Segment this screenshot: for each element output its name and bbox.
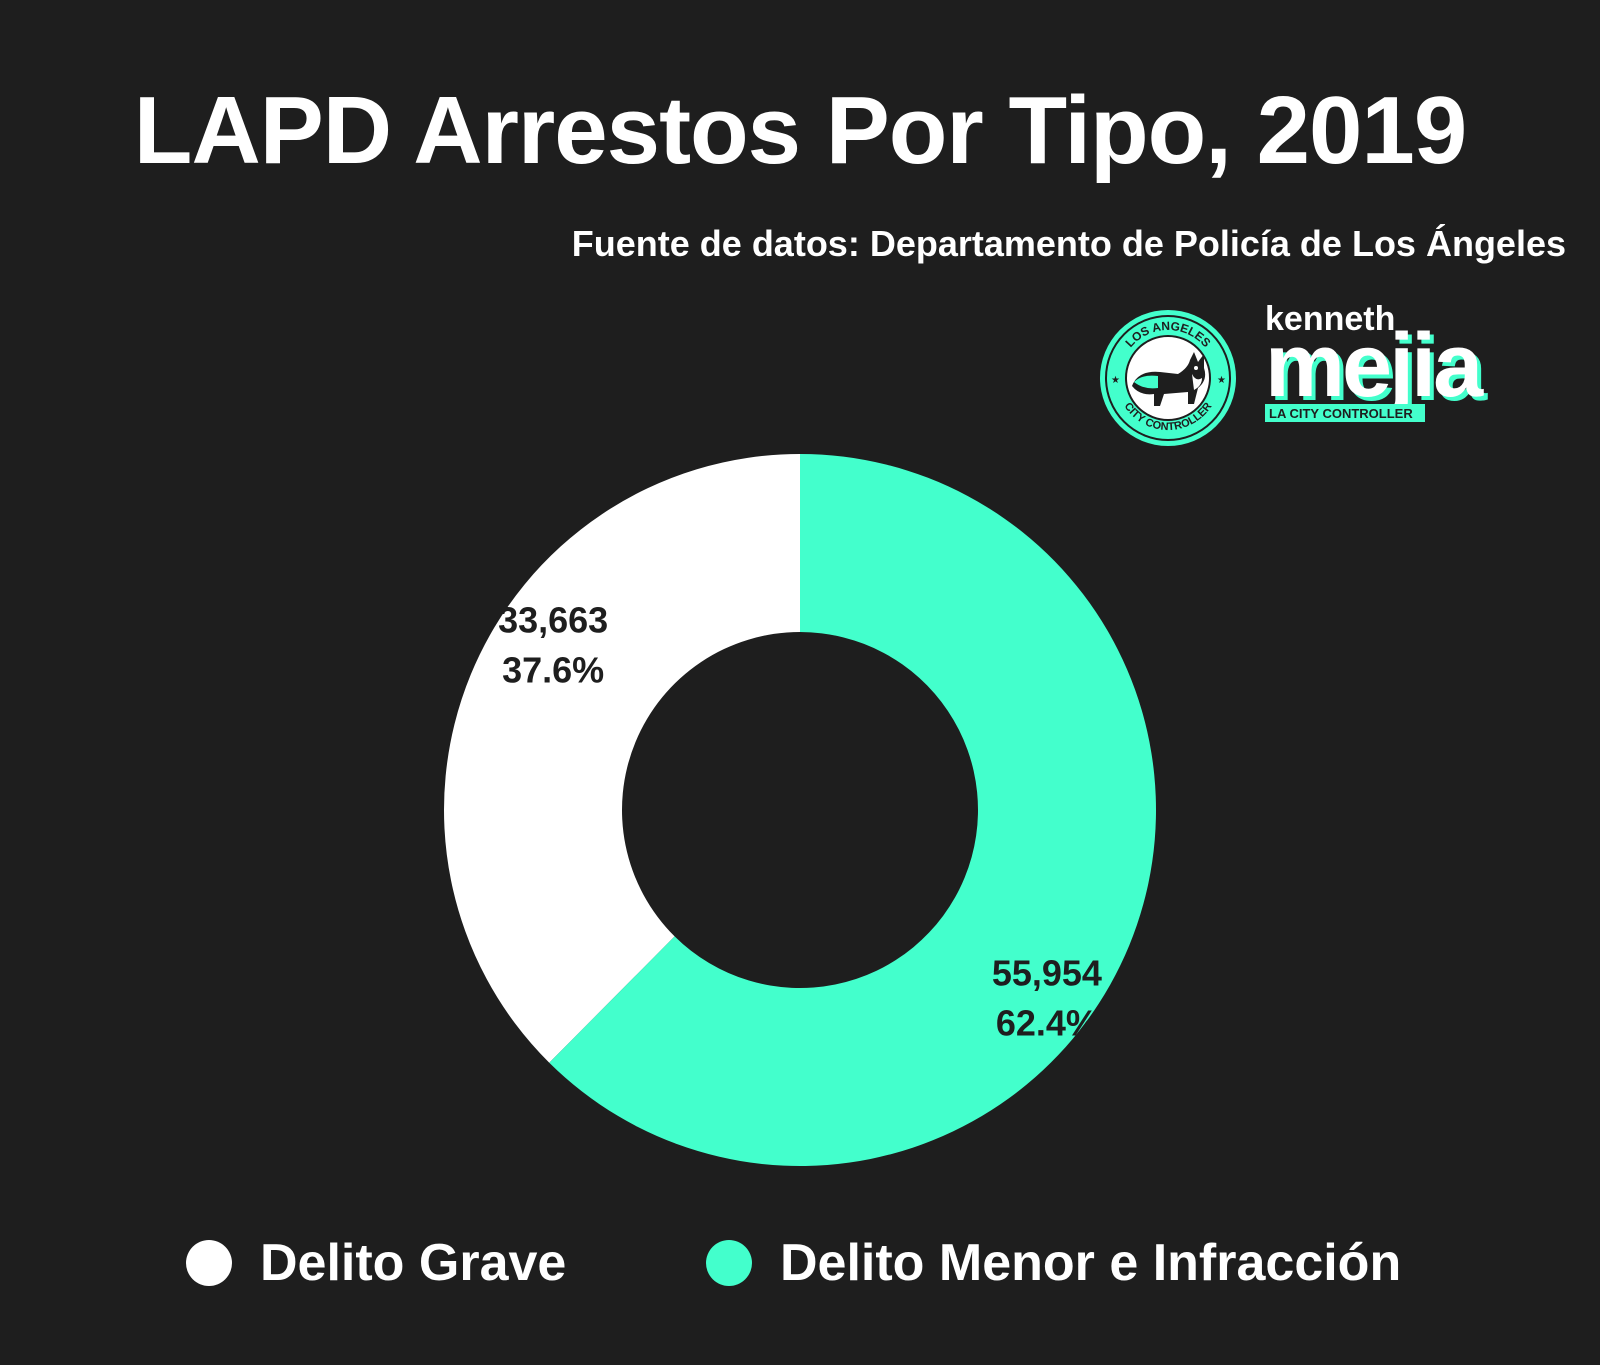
corgi-icon [1132, 352, 1206, 406]
slice-value-label-0: 33,663 [498, 599, 608, 640]
donut-labels: 33,663 37.6% 55,954 62.4% [498, 599, 1102, 1043]
slice-value-label-1: 55,954 [992, 953, 1102, 994]
legend-item-delito-grave: Delito Grave [186, 1228, 566, 1298]
donut-slice-1 [549, 454, 1156, 1166]
legend-label-delito-grave: Delito Grave [260, 1234, 567, 1292]
wordmark-small-text: kenneth [1265, 300, 1395, 338]
seal-star-icon: ★ [1217, 375, 1226, 386]
chart-subtitle: Fuente de datos: Departamento de Policía… [571, 223, 1566, 264]
slice-percent-label-1: 62.4% [996, 1003, 1098, 1044]
chart-legend: Delito Grave Delito Menor e Infracción [0, 1228, 1600, 1298]
legend-label-delito-menor: Delito Menor e Infracción [780, 1234, 1402, 1292]
kenneth-mejia-wordmark-logo: kenneth mejia mejia LA CITY CONTROLLER [1265, 300, 1491, 422]
slice-percent-label-0: 37.6% [502, 649, 604, 690]
wordmark-large-text: mejia [1265, 316, 1484, 416]
donut-slices [444, 454, 1156, 1166]
wordmark-tagline-text: LA CITY CONTROLLER [1269, 406, 1413, 421]
branding-logos: LOS ANGELES CITY CONTROLLER ★ ★ kenneth … [1090, 300, 1570, 450]
legend-item-delito-menor: Delito Menor e Infracción [706, 1228, 1401, 1298]
city-controller-seal-logo: LOS ANGELES CITY CONTROLLER ★ ★ [1100, 310, 1236, 446]
seal-star-icon: ★ [1111, 375, 1120, 386]
legend-swatch-delito-menor [706, 1240, 752, 1286]
chart-title: LAPD Arrestos Por Tipo, 2019 [133, 77, 1467, 184]
legend-swatch-delito-grave [186, 1240, 232, 1286]
donut-slice-0 [444, 454, 800, 1063]
wordmark-large-shadow: mejia [1269, 320, 1488, 420]
